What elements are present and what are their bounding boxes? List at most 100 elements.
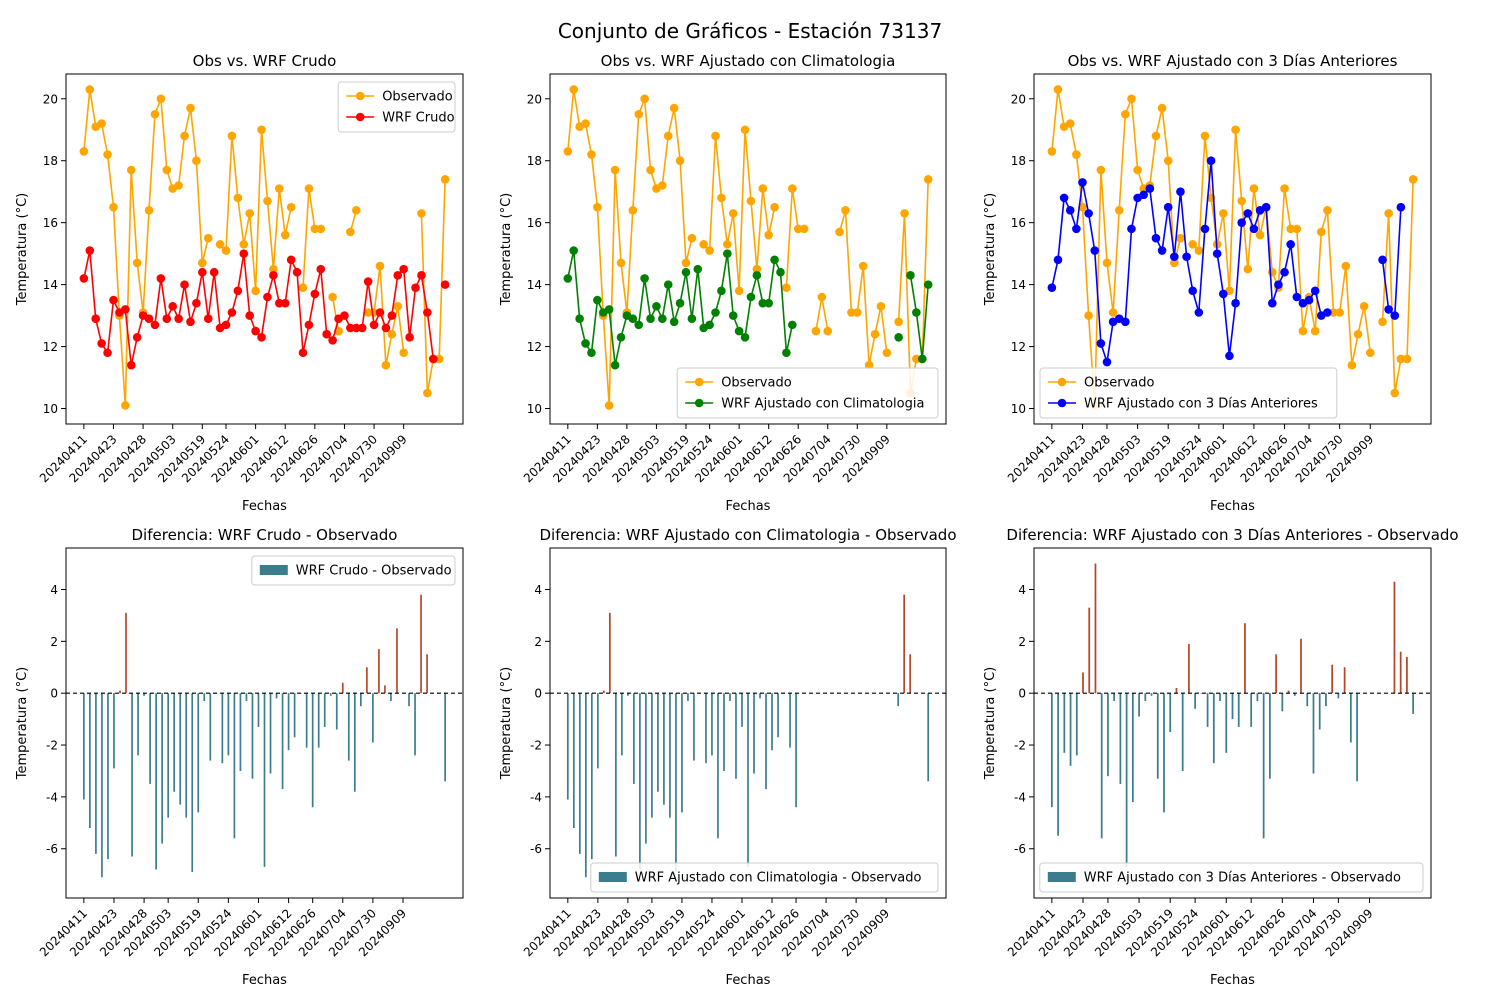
- data-point: [740, 332, 750, 342]
- data-point: [663, 280, 673, 289]
- data-point: [1127, 94, 1136, 104]
- y-tick-label: 0: [50, 687, 58, 701]
- bar: [95, 693, 97, 854]
- bar: [167, 693, 170, 818]
- data-point: [85, 85, 95, 94]
- bar: [657, 693, 659, 792]
- y-tick-label: 4: [1018, 583, 1026, 597]
- legend: WRF Ajustado con Climatologia - Observad…: [590, 862, 939, 893]
- data-point: [1390, 311, 1400, 320]
- data-point: [1384, 305, 1393, 314]
- bar: [1125, 693, 1128, 867]
- bar: [669, 693, 671, 818]
- data-point: [1249, 224, 1259, 234]
- data-point: [417, 209, 426, 218]
- data-point: [1127, 224, 1136, 234]
- data-point: [782, 283, 791, 293]
- bar: [227, 693, 230, 756]
- data-point: [1145, 184, 1155, 193]
- data-point: [298, 283, 308, 293]
- data-point: [1090, 246, 1100, 255]
- data-point: [616, 258, 626, 268]
- data-point: [841, 205, 850, 215]
- data-point: [85, 246, 95, 255]
- legend-swatch: [259, 565, 288, 575]
- bar: [1050, 693, 1053, 808]
- data-point: [1280, 184, 1289, 193]
- legend-box: [1039, 862, 1424, 893]
- data-point: [764, 230, 773, 240]
- data-point: [346, 227, 355, 237]
- data-point: [221, 320, 231, 330]
- data-point: [180, 131, 189, 141]
- bar: [233, 693, 236, 839]
- bar: [203, 693, 206, 701]
- legend-label: WRF Crudo - Observado: [296, 564, 452, 579]
- data-point: [705, 320, 714, 330]
- data-point: [328, 336, 337, 345]
- bar: [645, 693, 647, 844]
- data-point: [1072, 224, 1081, 234]
- data-point: [746, 196, 756, 206]
- data-point: [251, 326, 260, 336]
- y-tick-label: -2: [1014, 739, 1026, 753]
- data-point: [97, 119, 106, 128]
- data-point: [375, 308, 385, 317]
- data-point: [758, 298, 768, 308]
- bar: [239, 693, 242, 771]
- data-point: [369, 320, 379, 330]
- bar: [1082, 672, 1084, 694]
- bar: [1293, 693, 1296, 696]
- data-point: [717, 286, 726, 296]
- data-point: [912, 354, 921, 364]
- bar: [125, 612, 127, 694]
- data-point: [1310, 326, 1320, 336]
- data-point: [121, 401, 130, 410]
- plot-frame: [1033, 73, 1432, 425]
- data-point: [322, 329, 331, 339]
- data-point: [440, 175, 450, 184]
- data-point: [1182, 252, 1191, 262]
- data-point: [1133, 165, 1142, 175]
- y-tick-label: 2: [1018, 635, 1026, 649]
- bar: [101, 693, 103, 878]
- data-point: [109, 202, 118, 212]
- data-point: [1084, 209, 1093, 218]
- bar: [566, 693, 569, 800]
- bar: [723, 693, 725, 771]
- data-point: [144, 314, 154, 323]
- legend-label: WRF Ajustado con Climatologia: [721, 397, 924, 412]
- bar: [1138, 693, 1140, 717]
- bar: [1175, 688, 1178, 694]
- data-point: [669, 317, 679, 327]
- data-point: [1237, 218, 1246, 227]
- bar: [1188, 643, 1190, 694]
- legend-box: [1039, 367, 1338, 419]
- plot-frame: [549, 73, 947, 425]
- data-point: [1384, 209, 1393, 218]
- plot-frame: [65, 547, 464, 899]
- bar: [1119, 693, 1122, 784]
- bar: [903, 594, 905, 694]
- chart-5: Diferencia: WRF Ajustado con Climatologi…: [499, 526, 957, 988]
- bar: [143, 693, 145, 696]
- y-tick-label: -4: [530, 790, 542, 804]
- chart-3: Obs vs. WRF Ajustado con 3 Días Anterior…: [983, 52, 1432, 514]
- data-point: [1108, 308, 1118, 317]
- data-point: [900, 209, 909, 218]
- bar: [83, 693, 85, 800]
- data-point: [1157, 246, 1167, 255]
- data-point: [581, 119, 590, 128]
- bar: [909, 654, 912, 694]
- data-point: [1261, 202, 1271, 212]
- bar: [1181, 693, 1184, 771]
- data-point: [387, 329, 397, 339]
- data-point: [723, 249, 732, 258]
- data-point: [375, 261, 385, 271]
- bar: [927, 693, 930, 782]
- bar: [1318, 693, 1321, 730]
- data-point: [687, 233, 697, 243]
- y-tick-label: 12: [527, 340, 542, 354]
- bar: [705, 693, 707, 764]
- bar: [765, 693, 767, 790]
